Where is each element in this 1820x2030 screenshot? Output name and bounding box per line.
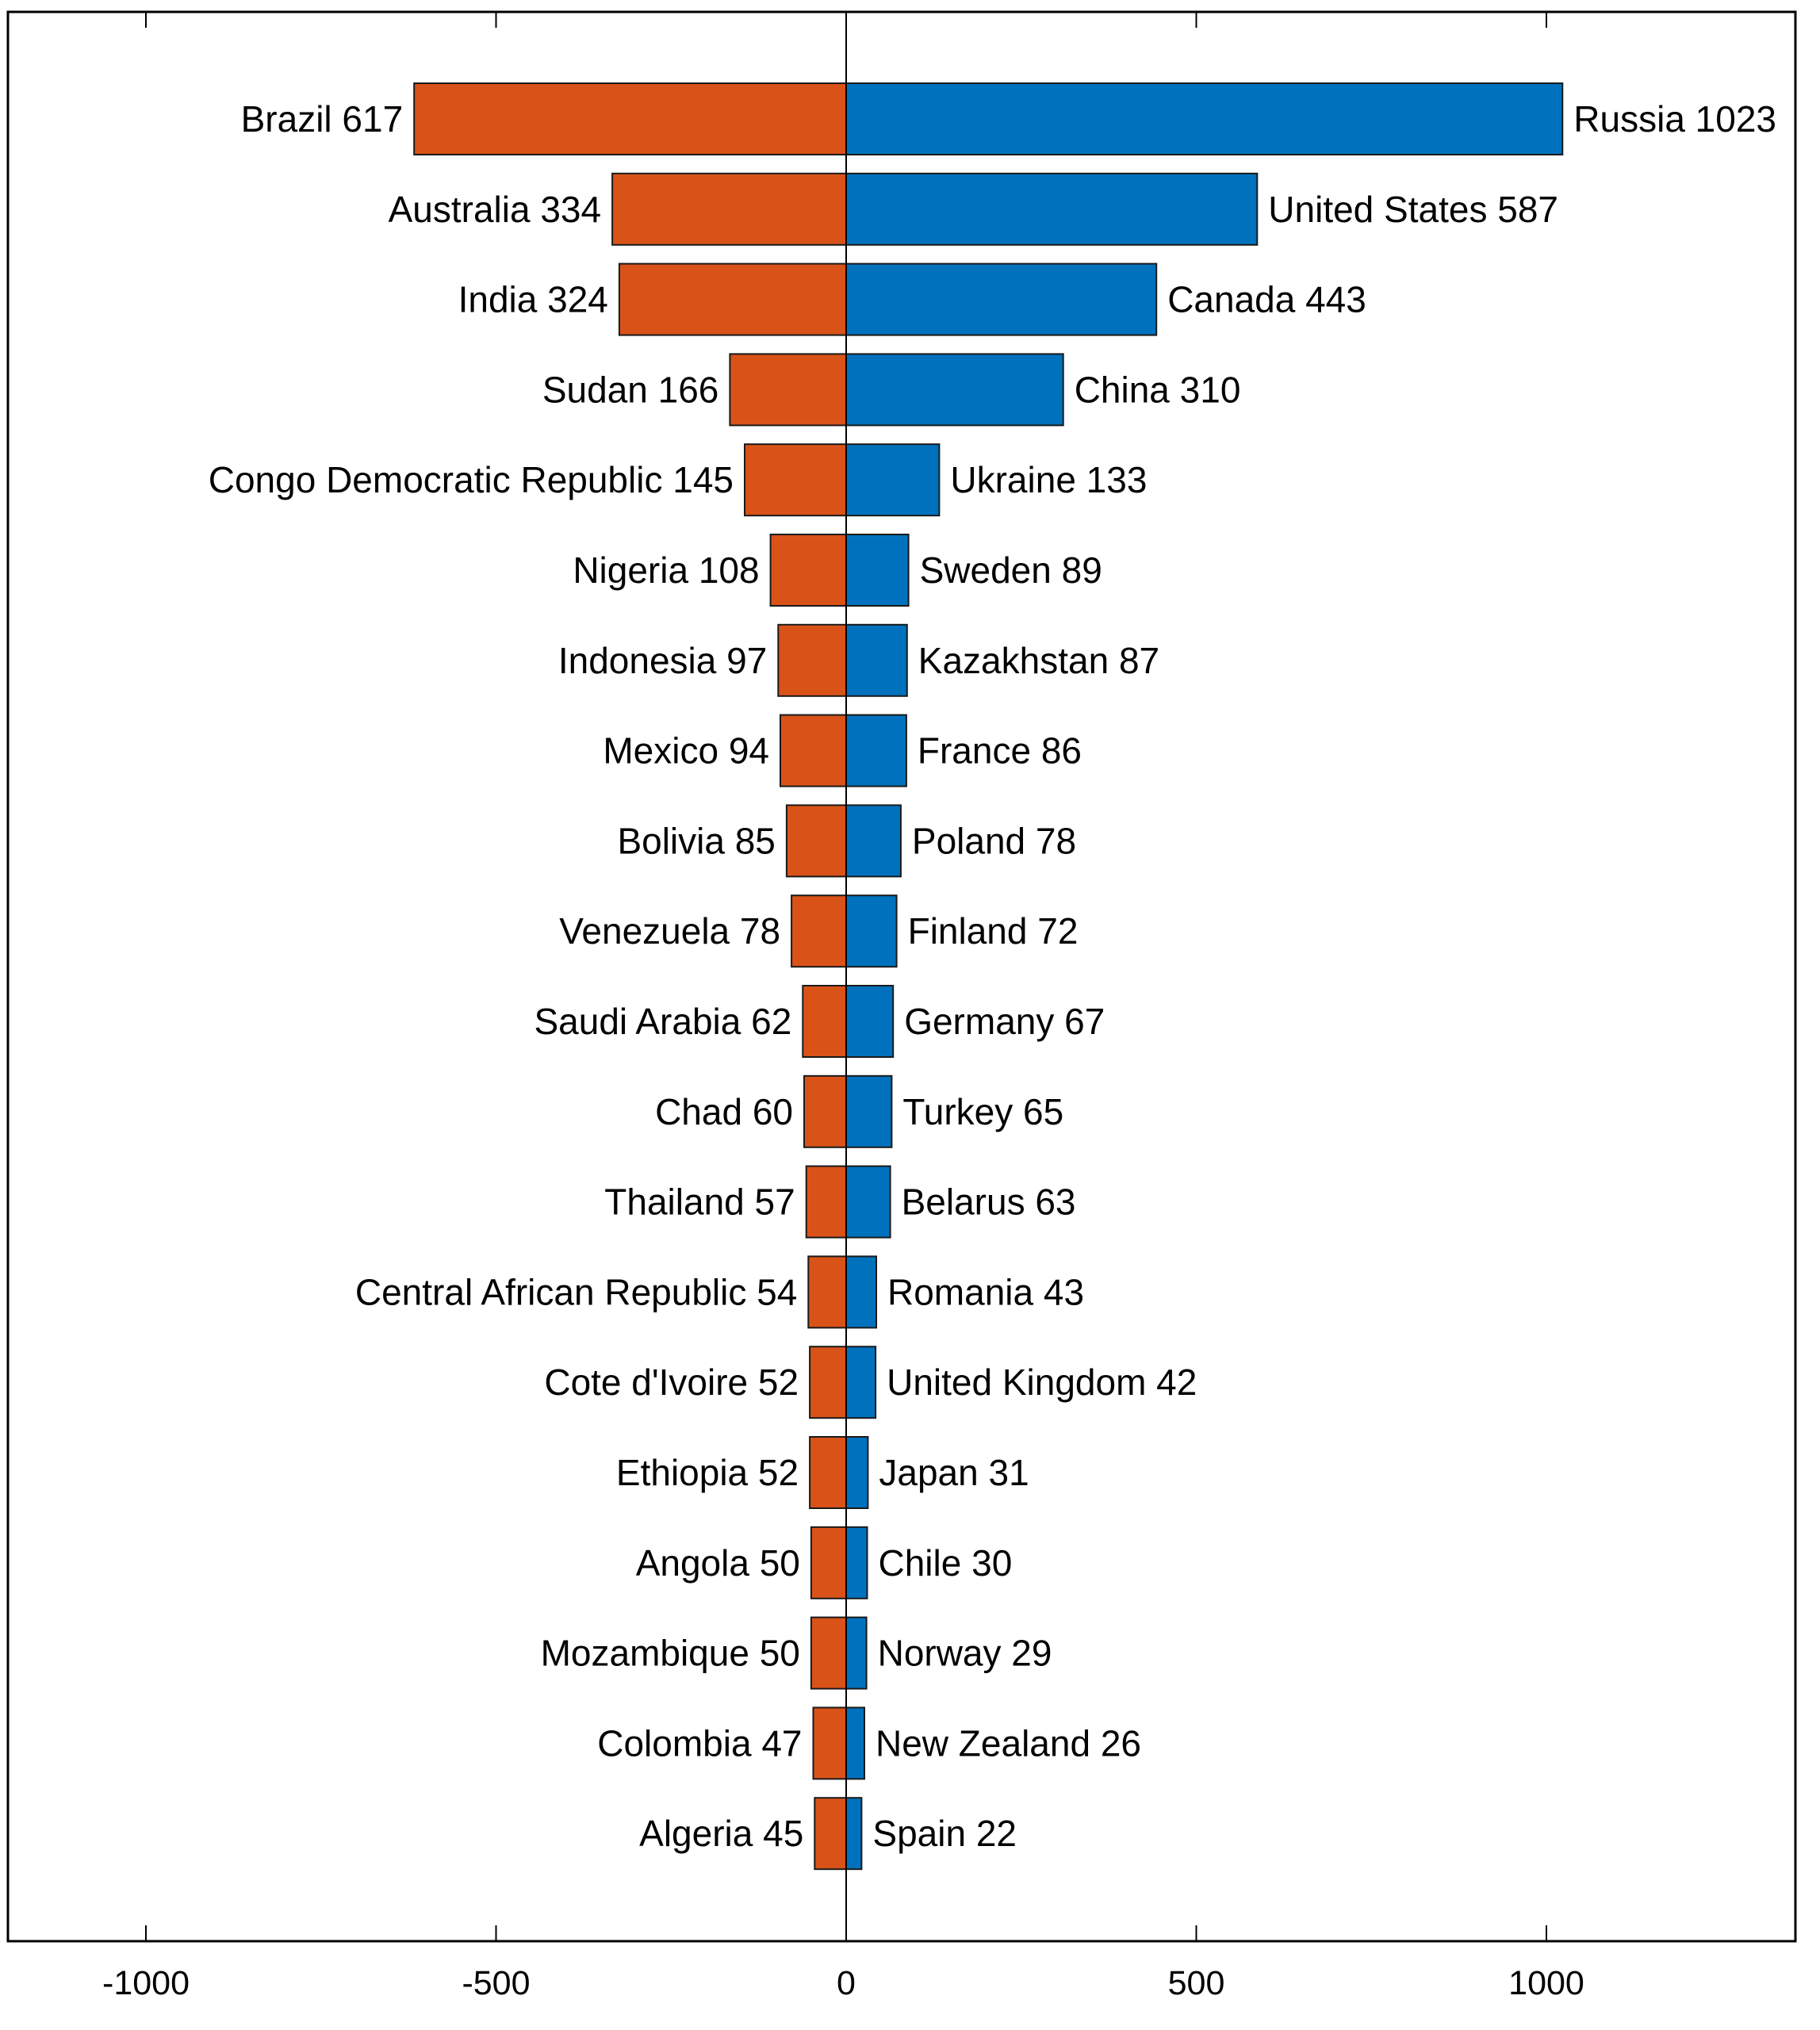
right-bar xyxy=(845,985,895,1058)
left-bar-label: Colombia 47 xyxy=(597,1722,802,1764)
right-bar xyxy=(845,894,898,968)
left-bar xyxy=(785,804,848,878)
right-series-labels: Russia 1023 United States 587 Canada 443 Ch… xyxy=(872,98,1776,1854)
right-bar-label: Romania 43 xyxy=(887,1271,1084,1312)
x-tick-label: -500 xyxy=(462,1964,530,2002)
left-bar-label: Angola 50 xyxy=(636,1542,800,1584)
right-bar xyxy=(845,623,908,697)
right-bar xyxy=(845,443,941,517)
x-tick-label: 500 xyxy=(1168,1964,1225,2002)
left-bar xyxy=(807,1255,847,1329)
right-bar xyxy=(845,262,1158,336)
left-bar xyxy=(810,1616,848,1690)
left-bar-label: Algeria 45 xyxy=(639,1813,803,1854)
right-bar-label: United Kingdom 42 xyxy=(887,1362,1197,1403)
right-bar-label: Spain 22 xyxy=(872,1813,1017,1854)
left-bar-label: Indonesia 97 xyxy=(558,640,767,681)
left-bar xyxy=(802,985,847,1058)
right-bar-label: Belarus 63 xyxy=(902,1182,1076,1223)
right-bar xyxy=(845,1526,868,1599)
right-bar xyxy=(845,1436,869,1509)
right-bar xyxy=(845,172,1259,246)
right-bar xyxy=(845,1074,893,1148)
left-bar-label: Bolivia 85 xyxy=(617,820,775,861)
right-bar xyxy=(845,714,907,787)
right-bar xyxy=(845,534,910,607)
left-bar xyxy=(780,714,847,787)
left-bar xyxy=(769,534,847,607)
left-bar-label: Chad 60 xyxy=(655,1091,793,1132)
right-series-bars xyxy=(845,82,1564,1871)
left-bar-label: Thailand 57 xyxy=(604,1182,795,1223)
left-bar xyxy=(729,353,848,427)
right-bar-label: Japan 31 xyxy=(879,1452,1029,1493)
right-bar-label: Germany 67 xyxy=(904,1001,1105,1042)
right-bar xyxy=(845,82,1564,155)
right-bar xyxy=(845,804,902,878)
left-series-labels: Brazil 617 Australia 334 India 324 Sudan 16… xyxy=(209,98,804,1854)
left-bar xyxy=(809,1346,847,1419)
left-bar xyxy=(618,262,848,336)
left-bar xyxy=(791,894,847,968)
left-bar xyxy=(805,1165,848,1239)
right-bar xyxy=(845,1255,877,1329)
left-bar-label: Cote d'Ivoire 52 xyxy=(544,1362,799,1403)
right-bar-label: Ukraine 133 xyxy=(950,459,1147,500)
right-bar xyxy=(845,1797,863,1871)
left-bar-label: Sudan 166 xyxy=(542,369,719,410)
right-bar-label: New Zealand 26 xyxy=(876,1722,1141,1764)
left-bar xyxy=(803,1074,847,1148)
right-bar-label: Chile 30 xyxy=(879,1542,1013,1584)
right-bar-label: France 86 xyxy=(918,730,1082,772)
left-bar-label: Brazil 617 xyxy=(241,98,404,140)
left-bar-label: Congo Democratic Republic 145 xyxy=(209,459,734,500)
x-axis-ticks xyxy=(145,12,1547,1941)
left-bar-label: Australia 334 xyxy=(389,189,602,230)
right-bar xyxy=(845,1346,877,1419)
x-axis-tick-labels: -1000 -500 0 500 1000 xyxy=(102,1964,1584,2002)
left-bar-label: Venezuela 78 xyxy=(559,910,780,952)
left-bar-label: Mozambique 50 xyxy=(541,1633,800,1674)
right-bar xyxy=(845,353,1064,427)
right-bar-label: Russia 1023 xyxy=(1573,98,1776,140)
x-tick-label: -1000 xyxy=(102,1964,190,2002)
left-bar xyxy=(810,1526,848,1599)
right-bar-label: Sweden 89 xyxy=(920,550,1102,591)
left-bar xyxy=(814,1797,848,1871)
right-bar xyxy=(845,1616,868,1690)
right-bar-label: Canada 443 xyxy=(1167,279,1366,320)
left-bar xyxy=(744,443,847,517)
x-tick-label: 1000 xyxy=(1508,1964,1584,2002)
right-bar-label: Norway 29 xyxy=(878,1633,1052,1674)
right-bar-label: Turkey 65 xyxy=(902,1091,1063,1132)
x-tick-label: 0 xyxy=(837,1964,856,2002)
right-bar xyxy=(845,1706,865,1780)
right-bar-label: United States 587 xyxy=(1268,189,1558,230)
left-series-bars xyxy=(413,82,848,1871)
left-bar-label: Central African Republic 54 xyxy=(355,1271,797,1312)
right-bar-label: Kazakhstan 87 xyxy=(918,640,1159,681)
left-bar xyxy=(413,82,847,155)
left-bar-label: Saudi Arabia 62 xyxy=(534,1001,791,1042)
left-bar-label: India 324 xyxy=(458,279,608,320)
left-bar xyxy=(611,172,847,246)
left-bar xyxy=(812,1706,847,1780)
plot-frame xyxy=(6,10,1797,1943)
left-bar-label: Nigeria 108 xyxy=(573,550,759,591)
left-bar xyxy=(777,623,847,697)
right-bar-label: Finland 72 xyxy=(908,910,1079,952)
right-bar xyxy=(845,1165,891,1239)
left-bar xyxy=(809,1436,847,1509)
right-bar-label: Poland 78 xyxy=(912,820,1076,861)
left-bar-label: Mexico 94 xyxy=(603,730,769,772)
right-bar-label: China 310 xyxy=(1075,369,1241,410)
left-bar-label: Ethiopia 52 xyxy=(616,1452,799,1493)
